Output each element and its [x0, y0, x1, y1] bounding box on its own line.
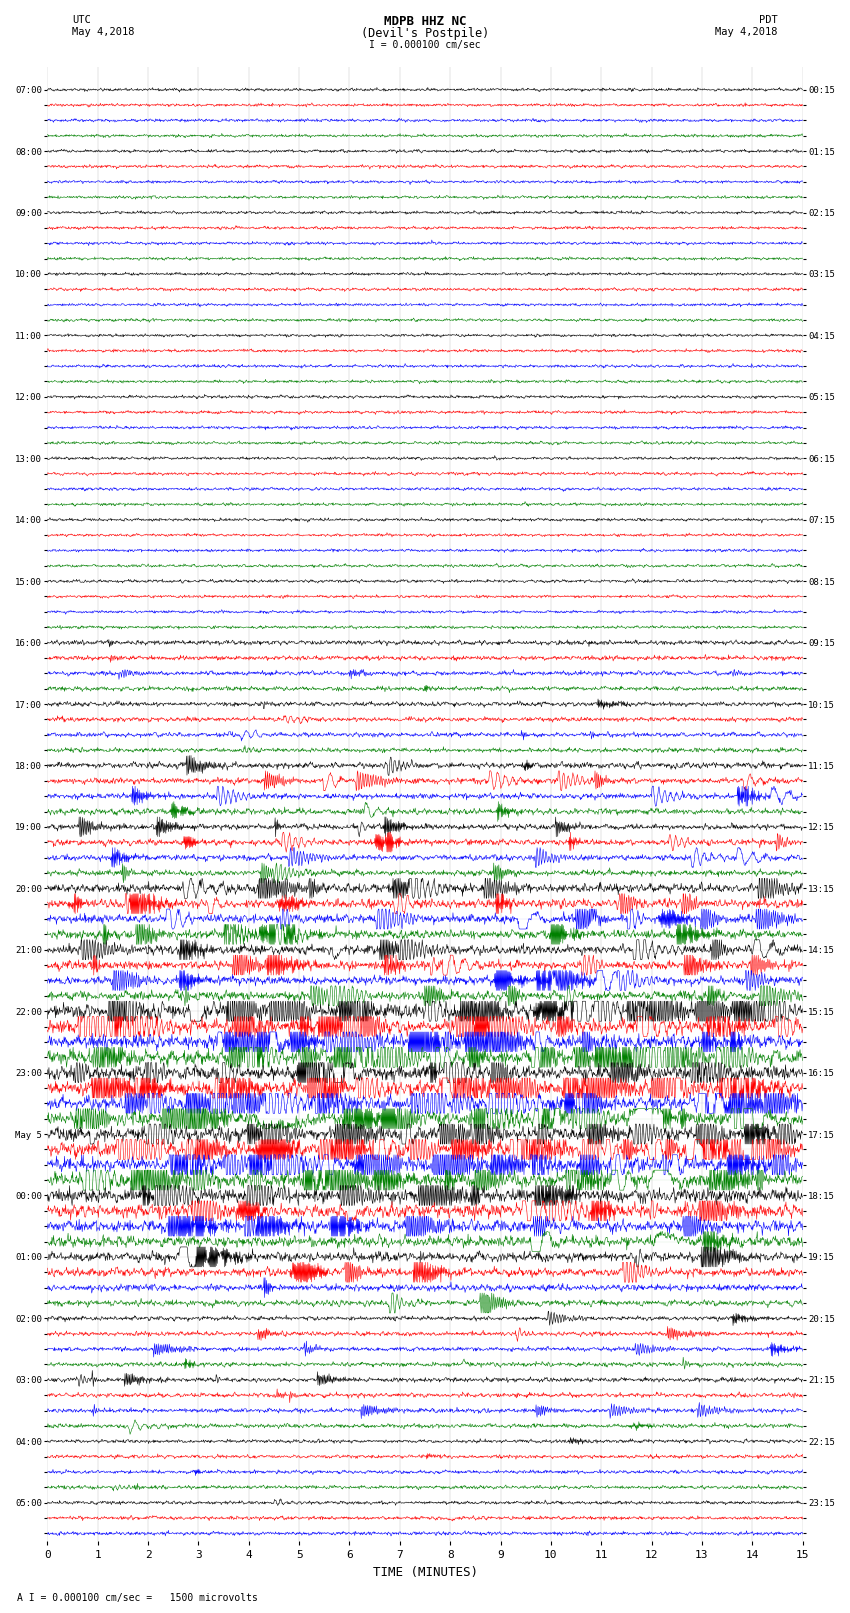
- Text: A I = 0.000100 cm/sec =   1500 microvolts: A I = 0.000100 cm/sec = 1500 microvolts: [17, 1594, 258, 1603]
- Text: PDT: PDT: [759, 15, 778, 24]
- Text: UTC: UTC: [72, 15, 91, 24]
- Text: MDPB HHZ NC: MDPB HHZ NC: [383, 15, 467, 27]
- Text: I = 0.000100 cm/sec: I = 0.000100 cm/sec: [369, 40, 481, 50]
- X-axis label: TIME (MINUTES): TIME (MINUTES): [372, 1566, 478, 1579]
- Text: (Devil's Postpile): (Devil's Postpile): [361, 27, 489, 40]
- Text: May 4,2018: May 4,2018: [715, 27, 778, 37]
- Text: May 4,2018: May 4,2018: [72, 27, 135, 37]
